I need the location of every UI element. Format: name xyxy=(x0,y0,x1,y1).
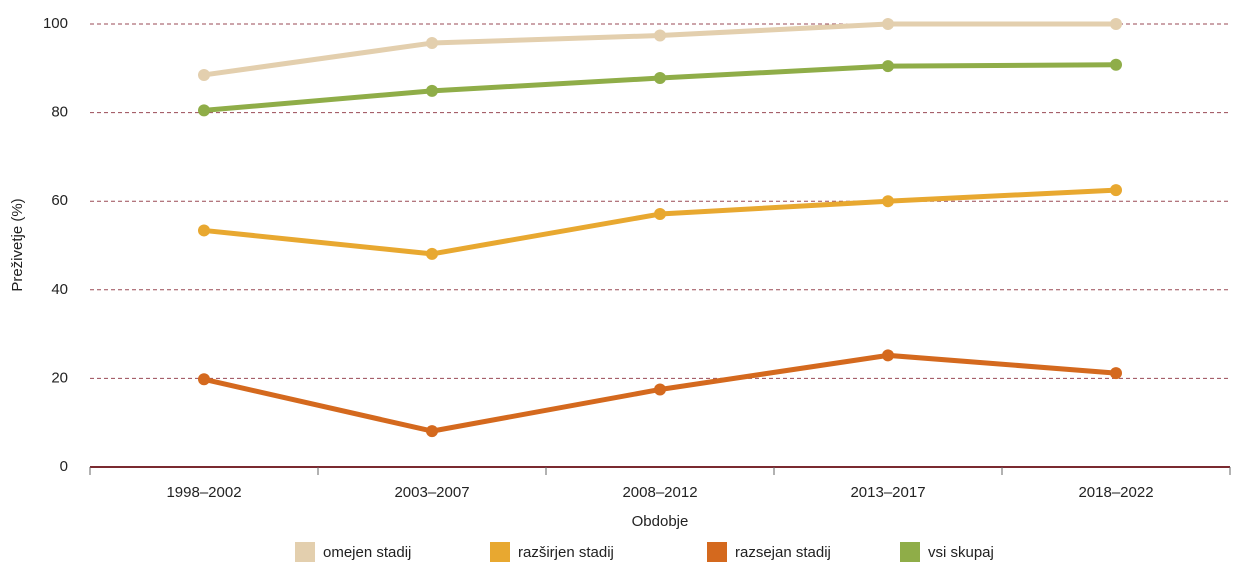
y-tick-label: 0 xyxy=(60,458,68,475)
series-line xyxy=(203,187,1117,257)
y-tick-label: 40 xyxy=(51,281,68,298)
x-tick-label: 2008–2012 xyxy=(622,484,697,501)
legend-swatch xyxy=(900,542,920,562)
series-line xyxy=(203,62,1117,113)
legend-swatch xyxy=(490,542,510,562)
point xyxy=(198,373,210,386)
legend-swatch xyxy=(295,542,315,562)
y-tick-label: 60 xyxy=(51,192,68,209)
point xyxy=(654,72,666,85)
point xyxy=(198,224,210,237)
point xyxy=(198,68,210,81)
y-tick-label: 80 xyxy=(51,104,68,121)
point xyxy=(654,29,666,42)
point xyxy=(882,195,894,208)
point xyxy=(882,60,894,73)
point xyxy=(1110,18,1122,30)
point xyxy=(882,18,894,30)
point xyxy=(1110,184,1122,197)
x-tick-label: 2003–2007 xyxy=(394,484,469,501)
legend-label: vsi skupaj xyxy=(928,544,994,561)
y-axis-label: Preživetje (%) xyxy=(9,198,26,291)
y-tick-label: 20 xyxy=(51,369,68,386)
point xyxy=(426,84,438,97)
x-axis-label: Obdobje xyxy=(632,513,689,530)
point xyxy=(1110,58,1122,71)
point xyxy=(198,104,210,117)
point xyxy=(882,349,894,362)
x-tick-label: 1998–2002 xyxy=(166,484,241,501)
point xyxy=(426,247,438,260)
point xyxy=(426,425,438,438)
legend-label: razširjen stadij xyxy=(518,544,614,561)
x-tick-label: 2013–2017 xyxy=(850,484,925,501)
point xyxy=(654,383,666,396)
y-tick-label: 100 xyxy=(43,15,68,32)
legend-label: omejen stadij xyxy=(323,544,411,561)
point xyxy=(1110,367,1122,380)
x-tick-label: 2018–2022 xyxy=(1078,484,1153,501)
legend-label: razsejan stadij xyxy=(735,544,831,561)
point xyxy=(654,208,666,221)
point xyxy=(426,37,438,50)
legend-swatch xyxy=(707,542,727,562)
